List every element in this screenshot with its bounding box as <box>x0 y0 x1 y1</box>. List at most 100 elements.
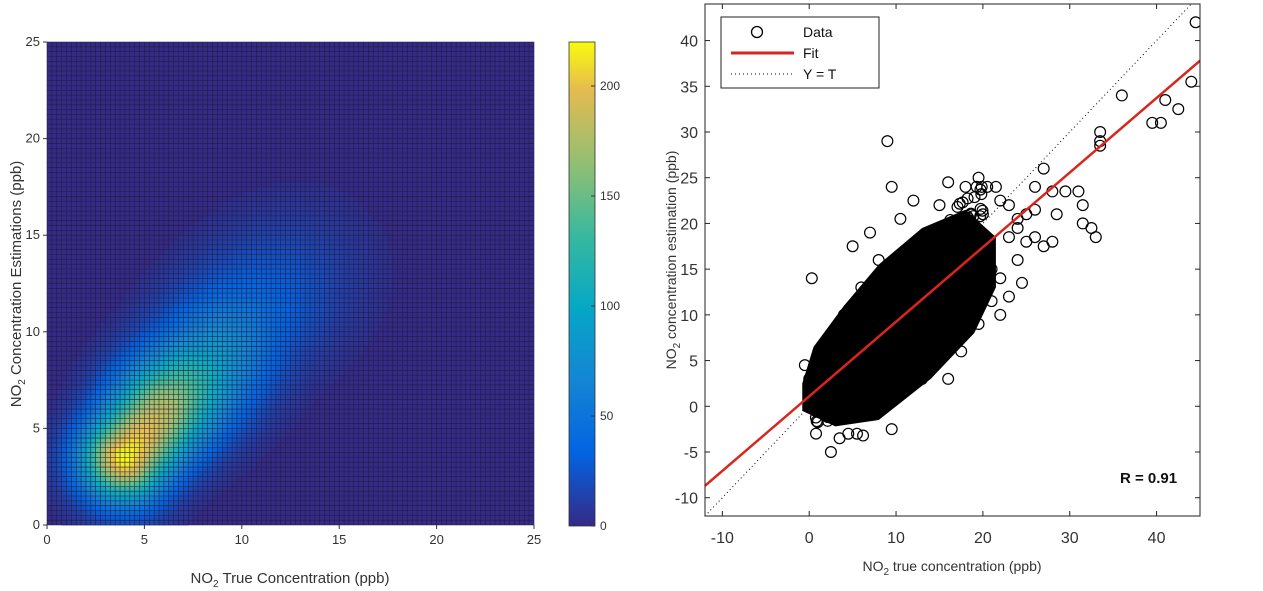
heatmap-cell <box>246 351 252 357</box>
heatmap-cell <box>290 297 296 304</box>
heatmap-cell <box>334 186 340 193</box>
heatmap-cell <box>236 442 243 449</box>
heatmap-cell <box>280 370 286 376</box>
heatmap-cell <box>212 428 218 434</box>
heatmap-cell <box>334 307 340 313</box>
heatmap-cell <box>280 297 286 304</box>
heatmap-cell <box>378 269 384 275</box>
heatmap-cell <box>305 235 311 241</box>
scatter-cloud-point <box>904 265 917 278</box>
heatmap-cell <box>236 326 243 333</box>
scatter-point <box>807 386 820 399</box>
heatmap-cell <box>314 346 321 352</box>
heatmap-cell <box>129 515 135 521</box>
heatmap-cell <box>202 346 209 352</box>
heatmap-cell <box>334 293 340 299</box>
heatmap-cell <box>183 259 189 265</box>
heatmap-cell <box>197 365 204 371</box>
heatmap-cell <box>193 428 199 434</box>
heatmap-cell <box>334 215 340 222</box>
heatmap-cell <box>324 322 330 328</box>
heatmap-cell <box>168 413 174 420</box>
heatmap-cell <box>81 433 87 439</box>
heatmap-cell <box>110 331 116 337</box>
heatmap-cell <box>159 447 165 453</box>
heatmap-cell <box>159 433 165 439</box>
heatmap-cell <box>149 500 155 506</box>
heatmap-cell <box>100 496 106 502</box>
heatmap-cell <box>324 259 330 265</box>
heatmap-cell <box>66 505 72 511</box>
heatmap-cell <box>339 220 345 226</box>
heatmap-cell <box>383 288 389 294</box>
heatmap-cell <box>222 244 228 250</box>
heatmap-cell <box>227 413 233 420</box>
heatmap-cell <box>163 462 170 468</box>
heatmap-cell <box>154 462 160 468</box>
heatmap-cell <box>154 351 160 357</box>
heatmap-cell <box>207 235 213 241</box>
heatmap-cell <box>197 442 204 449</box>
heatmap-cell <box>275 394 282 400</box>
heatmap-cell <box>358 211 364 217</box>
heatmap-cell <box>124 297 131 304</box>
heatmap-cell <box>163 481 170 487</box>
heatmap-cell <box>212 481 218 487</box>
heatmap-cell <box>95 326 101 333</box>
heatmap-cell <box>363 302 369 308</box>
heatmap-cell <box>368 297 374 304</box>
heatmap-cell <box>309 317 316 323</box>
heatmap-cell <box>134 476 140 482</box>
heatmap-cell <box>197 302 204 308</box>
heatmap-cell <box>105 322 111 328</box>
heatmap-cell <box>217 447 223 453</box>
heatmap-cell <box>217 486 223 492</box>
heatmap-cell <box>66 491 72 497</box>
heatmap-cell <box>285 264 291 270</box>
scatter-point <box>816 340 829 353</box>
heatmap-cell <box>246 326 252 333</box>
heatmap-cell <box>100 355 106 362</box>
heatmap-cell <box>47 496 53 502</box>
heatmap-cell <box>305 312 311 318</box>
heatmap-cell <box>222 201 228 207</box>
heatmap-cell <box>300 307 306 313</box>
heatmap-cell <box>261 409 267 415</box>
heatmap-cell <box>168 515 174 521</box>
heatmap-cell <box>61 505 67 511</box>
heatmap-cell <box>280 196 286 202</box>
heatmap-cell <box>324 230 330 236</box>
scatter-point <box>820 400 833 413</box>
heatmap-cell <box>51 467 58 473</box>
heatmap-cell <box>241 220 247 226</box>
heatmap-cell <box>251 259 257 265</box>
heatmap-cell <box>173 322 179 328</box>
heatmap-x-tick-label: 0 <box>43 532 50 547</box>
heatmap-cell <box>81 409 87 415</box>
heatmap-cell <box>227 249 233 255</box>
heatmap-cell <box>110 384 116 391</box>
heatmap-cell <box>159 481 165 487</box>
heatmap-cell <box>290 269 296 275</box>
heatmap-cell <box>212 471 218 477</box>
heatmap-cell <box>193 225 199 231</box>
heatmap-cell <box>61 491 67 497</box>
heatmap-cell <box>339 307 345 313</box>
heatmap-cell <box>202 438 209 444</box>
heatmap-cell <box>329 225 335 231</box>
heatmap-cell <box>246 336 252 342</box>
heatmap-cell <box>159 254 165 260</box>
heatmap-cell <box>163 442 170 449</box>
heatmap-cell <box>193 331 199 337</box>
heatmap-cell <box>383 264 389 270</box>
heatmap-cell <box>271 351 277 357</box>
heatmap-cell <box>76 496 82 502</box>
heatmap-cell <box>241 394 247 400</box>
heatmap-cell <box>329 351 335 357</box>
heatmap-cell <box>139 404 145 410</box>
heatmap-cell <box>66 481 72 487</box>
heatmap-cell <box>236 413 243 420</box>
heatmap-cell <box>134 346 140 352</box>
heatmap-cell <box>129 496 135 502</box>
heatmap-cell <box>85 481 92 487</box>
